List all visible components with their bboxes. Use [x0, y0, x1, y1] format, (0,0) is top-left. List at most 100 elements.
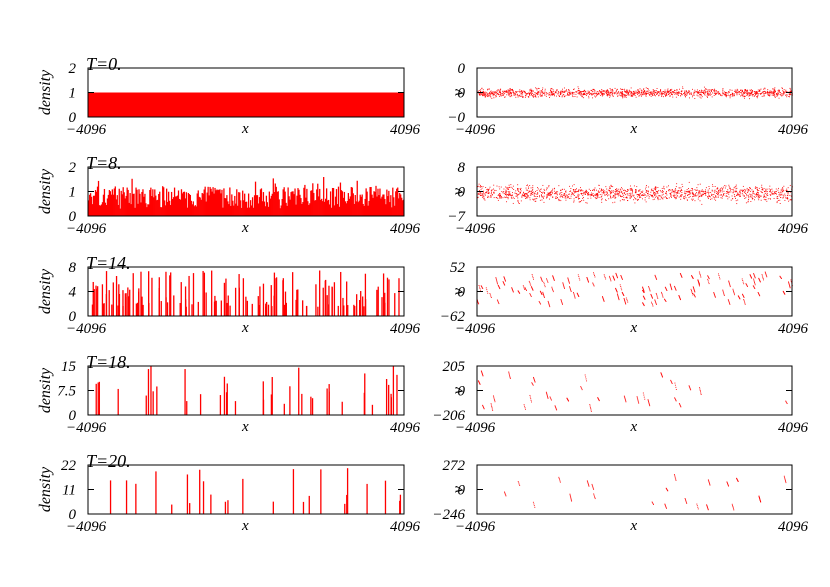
velocity-point: [632, 192, 633, 194]
velocity-point: [727, 189, 729, 191]
velocity-point: [627, 189, 629, 191]
density-bar: [254, 181, 257, 216]
velocity-point: [504, 493, 506, 495]
velocity-point: [773, 92, 775, 94]
velocity-point: [784, 91, 786, 93]
velocity-point: [545, 391, 547, 393]
velocity-point: [624, 397, 626, 399]
velocity-point: [757, 292, 759, 293]
velocity-point: [630, 95, 632, 97]
velocity-point: [725, 95, 727, 97]
velocity-point: [729, 187, 731, 189]
velocity-point: [478, 380, 480, 382]
velocity-point: [781, 189, 783, 191]
density-bar: [223, 188, 225, 216]
velocity-point: [654, 92, 656, 94]
velocity-point: [607, 92, 609, 93]
density-bar: [107, 194, 110, 216]
velocity-point: [629, 196, 631, 198]
velocity-point: [580, 92, 582, 94]
velocity-point: [707, 280, 709, 282]
velocity-point: [650, 92, 652, 94]
density-bar: [112, 194, 114, 216]
velocity-point: [787, 198, 789, 200]
velocity-point: [601, 91, 603, 93]
velocity-point: [734, 93, 736, 95]
velocity-point: [530, 193, 532, 195]
velocity-point: [582, 190, 584, 192]
velocity-point: [541, 280, 543, 281]
velocity-point: [599, 188, 601, 190]
velocity-point: [539, 94, 541, 96]
velocity-point: [604, 91, 606, 93]
velocity-point: [508, 184, 510, 186]
velocity-point: [613, 277, 615, 279]
velocity-point: [568, 281, 570, 283]
velocity-point: [637, 93, 639, 95]
velocity-point: [636, 199, 638, 201]
density-bar: [289, 199, 291, 216]
density-bar: [362, 203, 364, 216]
velocity-point: [499, 197, 501, 199]
velocity-point: [671, 88, 673, 90]
velocity-point: [666, 194, 668, 196]
velocity-point: [628, 92, 630, 93]
velocity-point: [507, 198, 509, 200]
velocity-point: [637, 91, 639, 93]
velocity-point: [537, 92, 539, 94]
velocity-point: [642, 286, 644, 288]
velocity-point: [638, 194, 640, 196]
velocity-point: [654, 275, 656, 277]
velocity-point: [736, 203, 738, 205]
x-axis-label: x: [241, 121, 249, 137]
velocity-point: [580, 91, 581, 92]
velocity-point: [728, 281, 730, 283]
velocity-point: [528, 191, 530, 193]
velocity-point: [642, 288, 644, 290]
data-marks: [109, 468, 402, 514]
velocity-point: [680, 91, 682, 93]
velocity-point: [611, 190, 613, 192]
velocity-point: [761, 92, 763, 94]
velocity-point: [645, 191, 647, 193]
velocity-point: [602, 191, 604, 193]
velocity-point: [484, 95, 486, 97]
velocity-point: [771, 188, 773, 190]
y-tick-label: 0: [458, 61, 466, 77]
velocity-point: [782, 197, 784, 199]
velocity-point: [723, 190, 725, 192]
velocity-point: [756, 91, 758, 93]
velocity-point: [632, 91, 634, 93]
velocity-point: [783, 190, 785, 192]
velocity-point: [550, 93, 552, 95]
velocity-point: [701, 90, 703, 92]
velocity-point: [624, 398, 626, 400]
velocity-point: [573, 89, 574, 90]
velocity-point: [714, 295, 716, 297]
velocity-point: [664, 299, 666, 301]
velocity-point: [553, 188, 555, 190]
density-bar: [245, 201, 247, 216]
velocity-point: [723, 194, 724, 195]
velocity-point: [687, 92, 689, 94]
velocity-point: [505, 495, 507, 497]
velocity-point: [480, 370, 482, 372]
velocity-point: [664, 286, 666, 288]
velocity-point: [784, 477, 786, 479]
velocity-point: [772, 190, 774, 192]
velocity-point: [585, 189, 587, 191]
velocity-point: [636, 397, 638, 399]
velocity-point: [675, 386, 677, 388]
velocity-point: [717, 191, 719, 193]
velocity-point: [509, 93, 511, 95]
velocity-point: [666, 197, 667, 199]
velocity-point: [526, 185, 528, 187]
velocity-point: [692, 191, 693, 193]
velocity-point: [732, 198, 734, 200]
velocity-point: [674, 382, 676, 384]
velocity-point: [547, 397, 549, 399]
velocity-point: [622, 93, 624, 95]
density-bar: [153, 197, 155, 216]
density-bar: [186, 207, 189, 216]
velocity-point: [610, 185, 612, 187]
